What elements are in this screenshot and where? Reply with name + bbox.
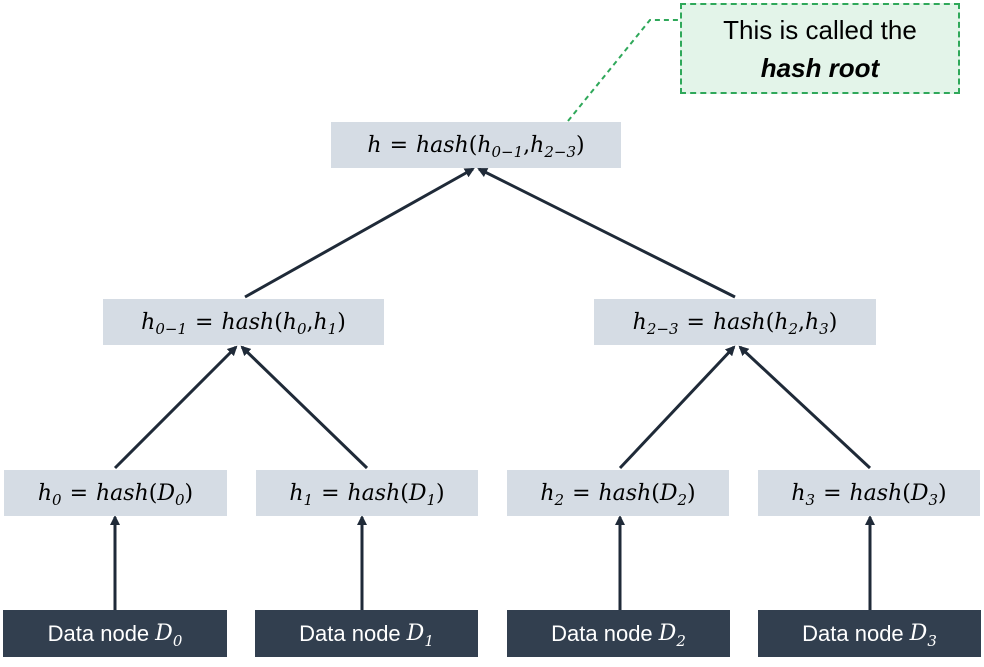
mid-left-arg2: h1 <box>313 309 338 338</box>
leaf-1-fn: hash <box>347 480 401 506</box>
mid-left-hash-node: h0−1 = hash(h0, h1) <box>103 299 384 345</box>
edge-mid-right-to-root <box>477 167 736 299</box>
leaf-2-eq: = <box>572 480 591 506</box>
data-node-3-label: Data node <box>802 620 904 646</box>
edge-mid-left-to-root <box>244 167 475 299</box>
edge-leaf3-to-mid-right <box>738 345 872 470</box>
leaf-3-lhs: h3 <box>791 480 816 509</box>
data-node-3: Data node D3 <box>758 610 981 657</box>
leaf-1-eq: = <box>321 480 340 506</box>
mid-right-arg1: h2 <box>774 309 798 338</box>
data-node-1-label: Data node <box>299 620 401 646</box>
edge-leaf1-to-mid-left <box>240 345 369 470</box>
edge-leaf2-to-mid-right <box>618 345 736 470</box>
leaf-2-arg: D2 <box>659 480 688 509</box>
mid-left-eq: = <box>195 309 214 335</box>
data-node-2: Data node D2 <box>507 610 730 657</box>
root-arg2: h2−3 <box>530 132 576 161</box>
leaf-hash-node-1: h1 = hash(D1) <box>256 470 478 516</box>
leaf-1-lhs: h1 <box>289 480 314 509</box>
leaf-0-arg: D0 <box>157 480 185 509</box>
leaf-hash-node-2: h2 = hash(D2) <box>507 470 729 516</box>
data-node-2-label: Data node <box>551 620 653 646</box>
leaf-3-eq: = <box>823 480 842 506</box>
root-fn: hash <box>416 132 469 158</box>
leaf-3-arg: D3 <box>910 480 939 509</box>
hash-root-callout: This is called the hash root <box>680 3 960 94</box>
mid-right-lhs: h2−3 <box>632 309 679 338</box>
root-eq: = <box>389 132 408 158</box>
callout-line-2: hash root <box>760 52 880 83</box>
root-lhs: h <box>367 132 382 158</box>
leaf-0-eq: = <box>69 480 89 506</box>
data-node-0: Data node D0 <box>3 610 227 657</box>
root-hash-node: h = hash(h0−1, h2−3) <box>331 122 621 168</box>
leaf-3-fn: hash <box>849 480 903 506</box>
leaf-hash-node-3: h3 = hash(D3) <box>758 470 980 516</box>
leaf-2-lhs: h2 <box>540 480 565 509</box>
callout-line-1: This is called the <box>723 14 917 45</box>
mid-right-fn: hash <box>712 309 766 335</box>
mid-right-eq: = <box>686 309 705 335</box>
mid-left-lhs: h0−1 <box>141 309 187 338</box>
edge-leaf0-to-mid-left <box>113 345 238 470</box>
data-node-0-label: Data node <box>47 620 150 646</box>
leaf-1-arg: D1 <box>408 480 437 509</box>
leaf-hash-node-0: h0 = hash(D0) <box>4 470 227 516</box>
data-node-1-var: D1 <box>406 621 434 650</box>
mid-right-arg2: h3 <box>805 309 829 338</box>
data-node-2-var: D2 <box>658 621 686 650</box>
data-node-1: Data node D1 <box>255 610 478 657</box>
leaf-2-fn: hash <box>598 480 652 506</box>
mid-right-hash-node: h2−3 = hash(h2, h3) <box>594 299 876 345</box>
data-node-3-var: D3 <box>909 621 937 650</box>
data-node-0-var: D0 <box>155 621 183 650</box>
callout-connector <box>567 19 680 122</box>
mid-left-arg1: h0 <box>282 309 307 338</box>
leaf-0-fn: hash <box>96 480 149 506</box>
leaf-0-lhs: h0 <box>37 480 62 509</box>
root-arg1: h0−1 <box>477 132 524 161</box>
mid-left-fn: hash <box>221 309 275 335</box>
